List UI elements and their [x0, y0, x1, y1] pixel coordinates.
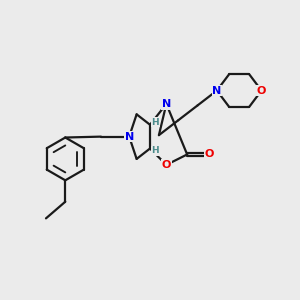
Text: H: H	[152, 118, 159, 127]
Text: N: N	[124, 132, 134, 142]
Text: O: O	[205, 149, 214, 160]
Text: N: N	[162, 99, 171, 109]
Text: O: O	[257, 85, 266, 96]
Text: H: H	[152, 146, 159, 155]
Text: N: N	[212, 85, 221, 96]
Text: O: O	[162, 160, 171, 170]
